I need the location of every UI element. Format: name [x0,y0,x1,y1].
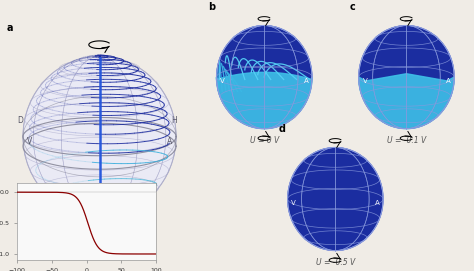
Ellipse shape [288,147,383,251]
Text: d: d [279,124,286,134]
Text: U = -0.5 V: U = -0.5 V [316,258,355,267]
Text: V: V [363,78,367,84]
Text: A: A [446,78,450,84]
Text: a: a [6,23,13,33]
Text: V: V [292,200,296,206]
Text: D: D [18,116,24,125]
Ellipse shape [359,25,454,129]
Text: U = -0.1 V: U = -0.1 V [387,136,426,145]
Ellipse shape [23,56,176,217]
Text: U = 0 V: U = 0 V [250,136,279,145]
Text: V: V [27,137,32,146]
Text: A: A [374,200,379,206]
Text: V: V [220,78,225,84]
Ellipse shape [217,25,312,129]
Text: H: H [172,116,177,125]
Polygon shape [359,74,454,129]
Text: c: c [350,2,356,12]
Text: A: A [167,137,173,146]
Text: A: A [303,78,308,84]
Polygon shape [217,72,312,129]
Text: b: b [208,2,215,12]
